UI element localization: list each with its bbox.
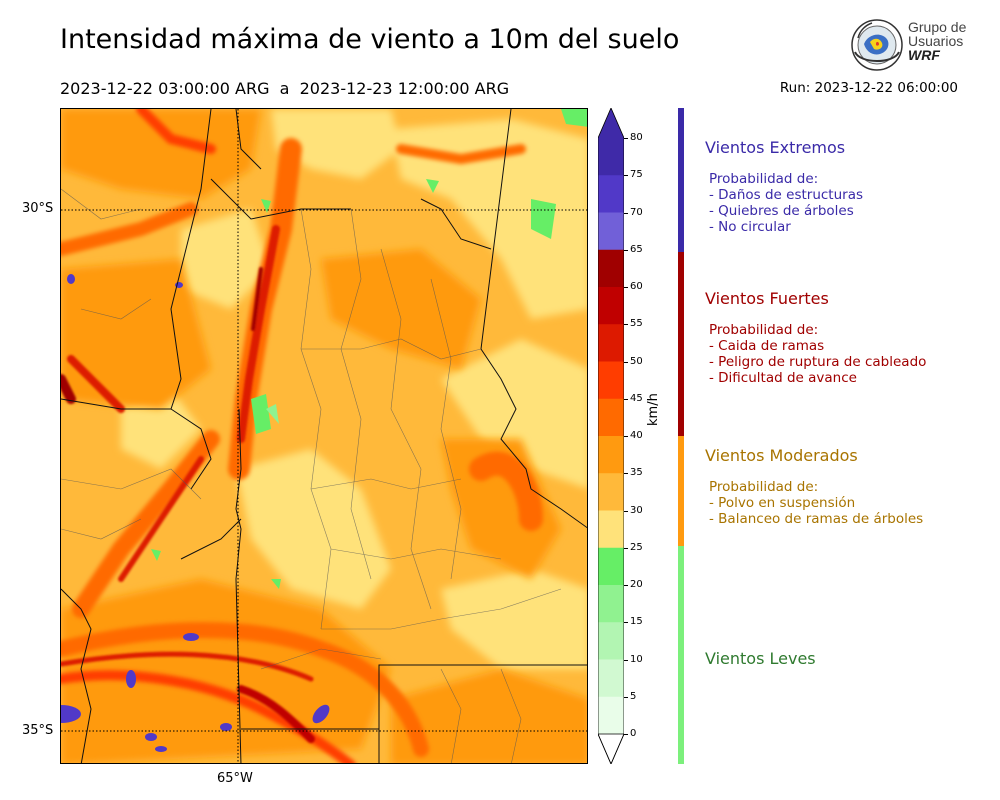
colorbar-swatch-20-25 bbox=[598, 547, 624, 586]
colorbar-swatch-50-55 bbox=[598, 324, 624, 362]
colorbar-tick-mark bbox=[624, 324, 628, 326]
category-moderate-title: Vientos Moderados bbox=[705, 446, 858, 465]
category-extreme: Vientos Extremos Probabilidad de: - Daño… bbox=[705, 138, 863, 235]
colorbar-tick-mark bbox=[624, 436, 628, 437]
category-extreme-line: Probabilidad de: bbox=[709, 171, 819, 187]
colorbar-tick-mark bbox=[624, 696, 628, 698]
colorbar-tick-label: 55 bbox=[630, 318, 643, 330]
category-extreme-title: Vientos Extremos bbox=[705, 138, 846, 157]
wind-zone-20-25 bbox=[151, 109, 587, 589]
colorbar-tick-label: 45 bbox=[630, 392, 643, 404]
colorbar-swatch-70-75 bbox=[598, 175, 624, 213]
colorbar-tick-label: 30 bbox=[630, 504, 643, 516]
run-time: Run: 2023-12-22 06:00:00 bbox=[779, 80, 958, 96]
colorbar-tick-label: 5 bbox=[630, 690, 637, 702]
colorbar-tick-label: 75 bbox=[630, 169, 643, 181]
valid-period: 2023-12-22 03:00:00 ARG a 2023-12-23 12:… bbox=[60, 79, 510, 98]
colorbar-tick-mark bbox=[624, 622, 628, 624]
colorbar-unit: km/h bbox=[646, 393, 661, 426]
logo-line-2: Usuarios bbox=[908, 33, 964, 49]
colorbar-tick-mark bbox=[624, 175, 628, 177]
colorbar-swatch-55-60 bbox=[598, 287, 624, 325]
lat-label-35s: 35°S bbox=[22, 723, 54, 738]
moderate-band bbox=[678, 436, 684, 546]
colorbar-tick-mark bbox=[624, 510, 628, 512]
lat-label-30s: 30°S bbox=[22, 201, 54, 216]
category-strong-line: - Caida de ramas bbox=[709, 338, 825, 354]
colorbar-extend-lower bbox=[598, 733, 624, 764]
logo-line-3: WRF bbox=[908, 47, 940, 63]
category-light-title: Vientos Leves bbox=[705, 649, 816, 668]
category-extreme-line: - Quiebres de árboles bbox=[709, 203, 854, 219]
extreme-band bbox=[678, 108, 684, 252]
colorbar-tick-label: 15 bbox=[630, 616, 643, 628]
category-strong: Vientos Fuertes Probabilidad de: - Caida… bbox=[705, 289, 926, 386]
colorbar-swatch-15-20 bbox=[598, 585, 624, 623]
category-strong-line: Probabilidad de: bbox=[709, 322, 819, 338]
colorbar-tick-mark bbox=[624, 138, 628, 139]
category-extreme-line: - No circular bbox=[709, 219, 791, 235]
colorbar-tick-mark bbox=[624, 398, 628, 400]
category-strong-title: Vientos Fuertes bbox=[705, 289, 829, 308]
category-moderate-line: - Balanceo de ramas de árboles bbox=[709, 511, 924, 527]
colorbar-tick-mark bbox=[624, 734, 628, 735]
colorbar-tick-label: 10 bbox=[630, 653, 643, 665]
colorbar-swatch-10-15 bbox=[598, 622, 624, 660]
category-moderate: Vientos Moderados Probabilidad de: - Pol… bbox=[705, 446, 923, 527]
colorbar-swatch-75-80 bbox=[598, 138, 624, 176]
colorbar-tick-mark bbox=[624, 473, 628, 475]
colorbar-swatch-45-50 bbox=[598, 361, 624, 400]
logo-line-1: Grupo de bbox=[908, 19, 967, 35]
colorbar-tick-mark bbox=[624, 585, 628, 586]
department-borders bbox=[61, 188, 562, 763]
colorbar-tick-label: 80 bbox=[630, 132, 643, 143]
category-strong-line: - Peligro de ruptura de cableado bbox=[709, 354, 927, 370]
colorbar-extend-upper bbox=[598, 108, 624, 138]
category-extreme-line: - Daños de estructuras bbox=[709, 187, 864, 203]
wrf-globe-emblem-icon bbox=[851, 19, 903, 71]
colorbar-tick-label: 65 bbox=[630, 243, 643, 255]
colorbar-tick-mark bbox=[624, 547, 628, 549]
wind-map-canvas bbox=[61, 109, 587, 763]
lon-label-65w: 65°W bbox=[217, 771, 253, 786]
colorbar-swatch-25-30 bbox=[598, 510, 624, 549]
wrf-group-logo: Grupo de Usuarios WRF bbox=[850, 18, 970, 72]
colorbar-tick-mark bbox=[624, 249, 628, 251]
colorbar-swatch-5-10 bbox=[598, 659, 624, 698]
wind-zone-65-plus bbox=[61, 274, 330, 752]
category-moderate-line: - Polvo en suspensión bbox=[709, 495, 856, 511]
colorbar-tick-mark bbox=[624, 659, 628, 661]
colorbar-tick-mark bbox=[624, 212, 628, 214]
category-light: Vientos Leves bbox=[705, 649, 816, 668]
strong-band bbox=[678, 252, 684, 436]
light-band bbox=[678, 546, 684, 764]
graticule bbox=[61, 109, 587, 763]
colorbar-swatch-0-5 bbox=[598, 696, 624, 735]
colorbar-swatch-30-35 bbox=[598, 473, 624, 511]
colorbar-tick-label: 50 bbox=[630, 355, 643, 367]
colorbar-tick-label: 60 bbox=[630, 281, 643, 292]
colorbar-tick-label: 70 bbox=[630, 206, 643, 218]
colorbar-tick-label: 35 bbox=[630, 467, 643, 479]
category-moderate-line: Probabilidad de: bbox=[709, 479, 819, 495]
wind-map bbox=[60, 108, 588, 764]
colorbar-tick-label: 20 bbox=[630, 579, 643, 590]
colorbar-tick-label: 0 bbox=[630, 728, 637, 739]
colorbar-tick-mark bbox=[624, 361, 628, 363]
category-strong-line: - Dificultad de avance bbox=[709, 370, 857, 386]
colorbar-tick-label: 40 bbox=[630, 430, 643, 441]
colorbar bbox=[598, 108, 624, 764]
colorbar-swatch-60-65 bbox=[598, 249, 624, 288]
wind-zone-50-65 bbox=[61, 225, 315, 743]
colorbar-tick-label: 25 bbox=[630, 541, 643, 553]
map-title: Intensidad máxima de viento a 10m del su… bbox=[60, 24, 680, 55]
colorbar-tick-mark bbox=[624, 287, 628, 288]
colorbar-swatch-65-70 bbox=[598, 212, 624, 251]
colorbar-swatch-35-40 bbox=[598, 436, 624, 474]
colorbar-swatch-40-45 bbox=[598, 398, 624, 437]
